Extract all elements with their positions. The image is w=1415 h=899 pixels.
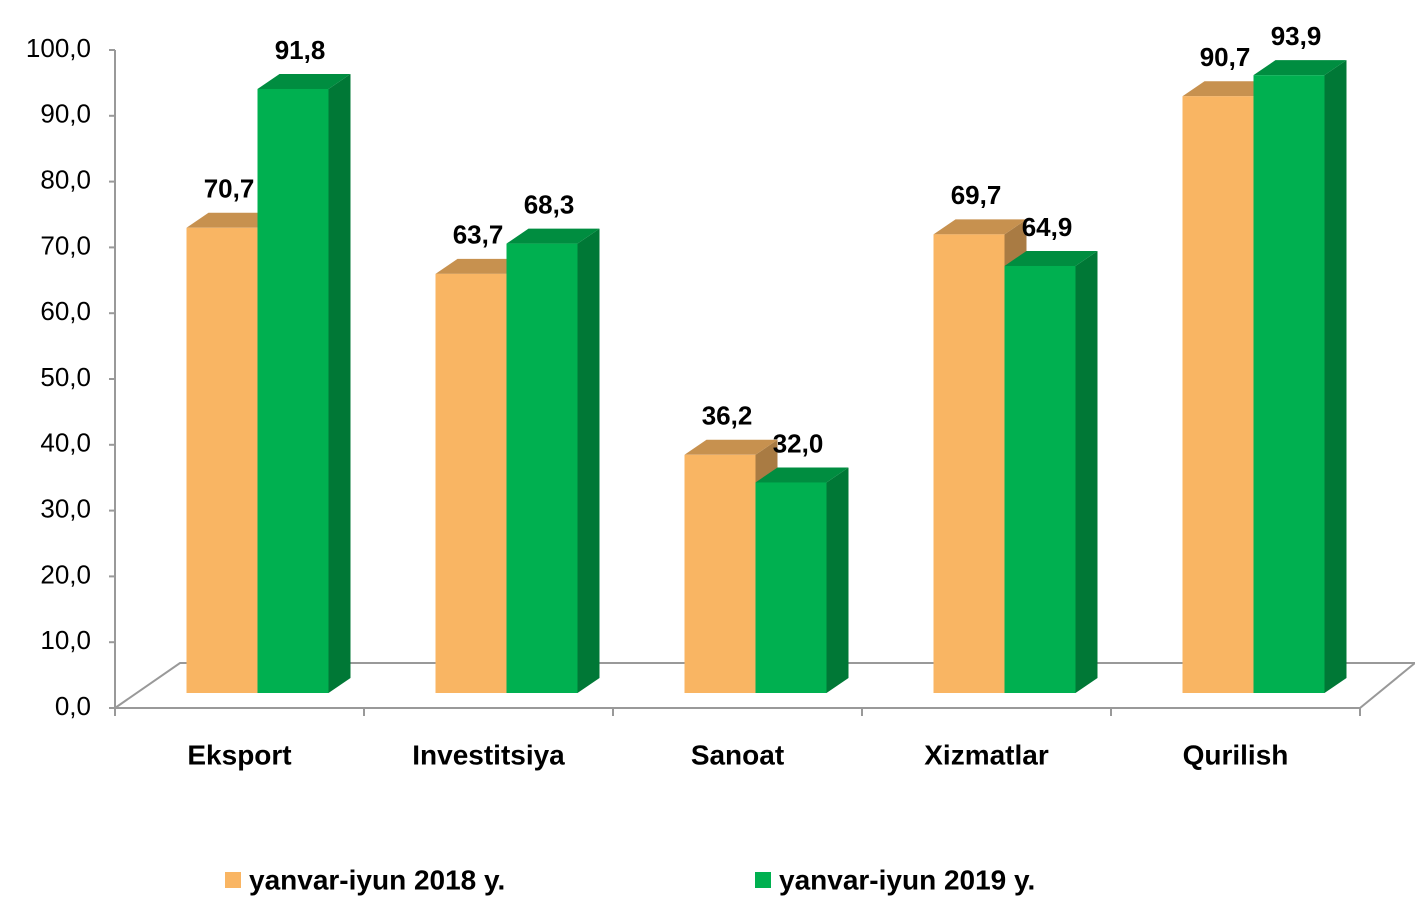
bar (1253, 75, 1325, 693)
bar (506, 243, 578, 693)
bar-top (1253, 60, 1347, 76)
y-tick-label: 60,0 (40, 296, 91, 326)
x-tick-label: Qurilish (1183, 739, 1289, 770)
bar-top (257, 73, 351, 89)
bar-top (1182, 81, 1276, 97)
bar-side (1075, 250, 1098, 693)
bar-top (933, 219, 1027, 235)
bar (435, 273, 507, 693)
value-label: 69,7 (951, 180, 1002, 210)
x-tick-label: Sanoat (691, 739, 784, 770)
legend-label: yanvar-iyun 2019 y. (779, 864, 1035, 895)
bar-top (684, 439, 778, 455)
y-tick-label: 10,0 (40, 625, 91, 655)
bar-top (506, 228, 600, 244)
legend-label: yanvar-iyun 2018 y. (249, 864, 505, 895)
y-tick-label: 40,0 (40, 428, 91, 458)
bar-side (1324, 60, 1347, 693)
bar (1004, 265, 1076, 693)
x-tick-label: Eksport (187, 739, 291, 770)
bar-top (1004, 250, 1098, 266)
y-tick-label: 90,0 (40, 99, 91, 129)
x-tick-label: Investitsiya (412, 739, 565, 770)
bar-top (755, 467, 849, 483)
floor (111, 662, 1415, 709)
y-tick-label: 20,0 (40, 559, 91, 589)
bar (257, 88, 329, 694)
value-label: 90,7 (1200, 42, 1251, 72)
y-tick-label: 0,0 (55, 691, 91, 721)
value-label: 36,2 (702, 401, 753, 431)
value-label: 32,0 (773, 428, 824, 458)
y-tick-label: 50,0 (40, 362, 91, 392)
legend-swatch (225, 872, 241, 888)
value-label: 70,7 (204, 174, 255, 204)
y-tick-label: 100,0 (26, 33, 91, 63)
bar-top (186, 212, 280, 228)
y-tick-label: 80,0 (40, 164, 91, 194)
bar (755, 482, 827, 693)
legend-swatch (755, 872, 771, 888)
y-tick-label: 70,0 (40, 230, 91, 260)
bar (186, 227, 258, 693)
bar-side (577, 228, 600, 693)
value-label: 63,7 (453, 220, 504, 250)
bar-side (826, 467, 849, 693)
value-label: 91,8 (275, 35, 326, 65)
x-tick-label: Xizmatlar (924, 739, 1049, 770)
bar (933, 234, 1005, 693)
value-label: 68,3 (524, 189, 575, 219)
bar-top (435, 258, 529, 274)
bar (1182, 96, 1254, 694)
y-tick-label: 30,0 (40, 493, 91, 523)
bar-side (328, 73, 351, 694)
value-label: 64,9 (1022, 212, 1073, 242)
value-label: 93,9 (1271, 21, 1322, 51)
bar (684, 454, 756, 693)
